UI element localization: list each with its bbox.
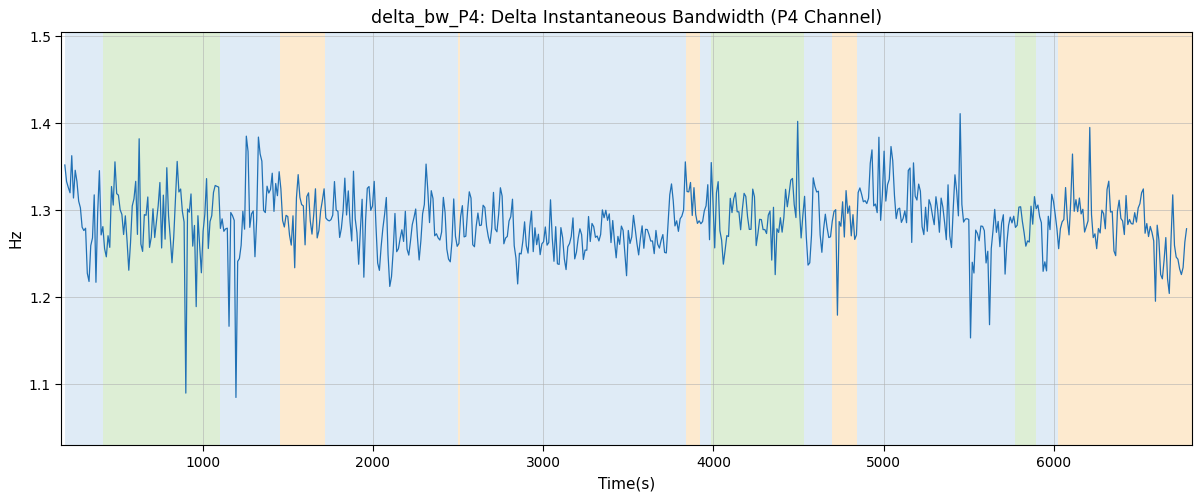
Bar (325, 32, 458, 446)
Bar (1058, 32, 1192, 446)
Bar (804, 32, 832, 446)
Bar (857, 32, 1015, 446)
Bar (1015, 32, 1036, 446)
Bar (65, 32, 103, 446)
Bar (458, 32, 460, 446)
Bar (832, 32, 857, 446)
Bar (460, 32, 686, 446)
Bar (280, 32, 325, 446)
Bar (710, 32, 804, 446)
X-axis label: Time(s): Time(s) (598, 476, 655, 492)
Bar (1036, 32, 1058, 446)
Y-axis label: Hz: Hz (8, 229, 23, 248)
Title: delta_bw_P4: Delta Instantaneous Bandwidth (P4 Channel): delta_bw_P4: Delta Instantaneous Bandwid… (371, 8, 882, 26)
Bar (700, 32, 710, 446)
Bar (103, 32, 220, 446)
Bar (220, 32, 280, 446)
Bar (686, 32, 700, 446)
